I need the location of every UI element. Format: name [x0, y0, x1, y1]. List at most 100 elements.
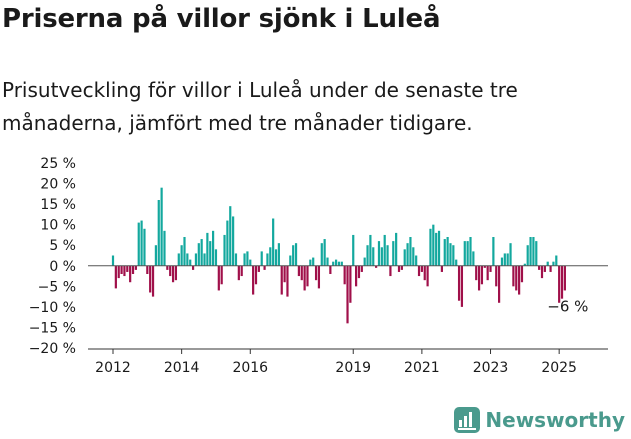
bar [420, 265, 423, 272]
bar [392, 241, 395, 266]
bar [349, 265, 352, 303]
bar [120, 265, 123, 274]
bar [538, 265, 541, 270]
bar [329, 265, 332, 274]
bar [346, 265, 349, 324]
bar [229, 206, 232, 266]
bar [555, 255, 558, 266]
y-tick-label: 0 % [49, 259, 76, 275]
bar [437, 230, 441, 266]
bar [294, 243, 298, 266]
bar [200, 239, 203, 266]
bar [129, 265, 132, 283]
bar [457, 265, 461, 301]
bar [140, 220, 143, 266]
bar [317, 265, 321, 289]
bar [303, 265, 306, 291]
bar [455, 259, 458, 266]
bar [523, 263, 526, 266]
bar [406, 243, 409, 266]
bar-chart: 25 % 20 % 15 % 10 % 5 % 0 % −5 % −10 % −15 % −20 … [29, 156, 608, 376]
bar [415, 255, 418, 266]
bar [154, 245, 157, 266]
bar [237, 265, 240, 281]
bar [343, 265, 346, 285]
bar [209, 241, 212, 266]
bar [495, 265, 498, 287]
bar [309, 259, 312, 266]
bar [377, 241, 381, 266]
bar [426, 265, 429, 287]
bar [340, 261, 343, 266]
bar [395, 232, 398, 266]
bar [212, 230, 215, 266]
bar [449, 243, 452, 266]
bar [360, 265, 363, 272]
bar [292, 245, 295, 266]
bar [500, 257, 504, 266]
x-tick-label: 2023 [473, 360, 509, 376]
bar [472, 251, 475, 266]
bar [274, 249, 278, 266]
x-tick-label: 2016 [232, 360, 268, 376]
bar [352, 234, 355, 266]
bar [300, 265, 303, 281]
y-tick-label: 15 % [40, 197, 76, 213]
bar [277, 243, 280, 266]
newsworthy-logo-icon [454, 407, 481, 433]
y-tick-label: −20 % [29, 341, 76, 357]
bar [372, 247, 375, 266]
bar [506, 253, 509, 266]
bar [297, 265, 300, 277]
bar [169, 265, 172, 277]
bar [520, 265, 524, 283]
y-tick-label: 25 % [40, 156, 76, 172]
bar [249, 259, 252, 266]
bar [475, 265, 478, 281]
bar [166, 265, 169, 270]
bar [266, 253, 269, 266]
bar [243, 253, 246, 266]
bar [363, 257, 366, 266]
bar [272, 218, 275, 266]
bar [194, 253, 198, 266]
bar [314, 265, 318, 281]
bar [252, 265, 255, 295]
bar [380, 247, 383, 266]
bar [375, 265, 378, 268]
y-tick-label: 20 % [40, 177, 76, 193]
newsworthy-logo: Newsworthy [454, 407, 625, 433]
bar [157, 200, 160, 266]
bar [283, 265, 286, 283]
bar [369, 234, 372, 266]
bar [512, 265, 515, 287]
y-tick-label: 10 % [40, 218, 76, 234]
bar [460, 265, 464, 307]
bar [403, 249, 406, 266]
bar [498, 265, 501, 303]
bars [111, 187, 566, 324]
bar [400, 265, 403, 270]
bar [217, 265, 220, 291]
bar [240, 265, 243, 277]
bar [260, 251, 263, 266]
bar [143, 228, 146, 266]
bar [326, 257, 329, 266]
bar [355, 265, 358, 287]
bar [117, 265, 120, 279]
y-axis: 25 % 20 % 15 % 10 % 5 % 0 % −5 % −10 % −15 % −20 … [29, 156, 76, 357]
bar [183, 237, 186, 266]
bar [280, 265, 283, 295]
bar [532, 237, 535, 266]
last-value-annotation: −6 % [547, 297, 588, 315]
bar [126, 265, 129, 272]
bar [323, 239, 326, 266]
bar [137, 222, 140, 266]
bar [320, 243, 323, 266]
bar [234, 253, 238, 266]
bar [206, 232, 209, 266]
bar [463, 241, 466, 266]
bar [174, 265, 178, 281]
bar [263, 265, 266, 270]
chart-title: Priserna på villor sjönk i Luleå [2, 4, 441, 34]
